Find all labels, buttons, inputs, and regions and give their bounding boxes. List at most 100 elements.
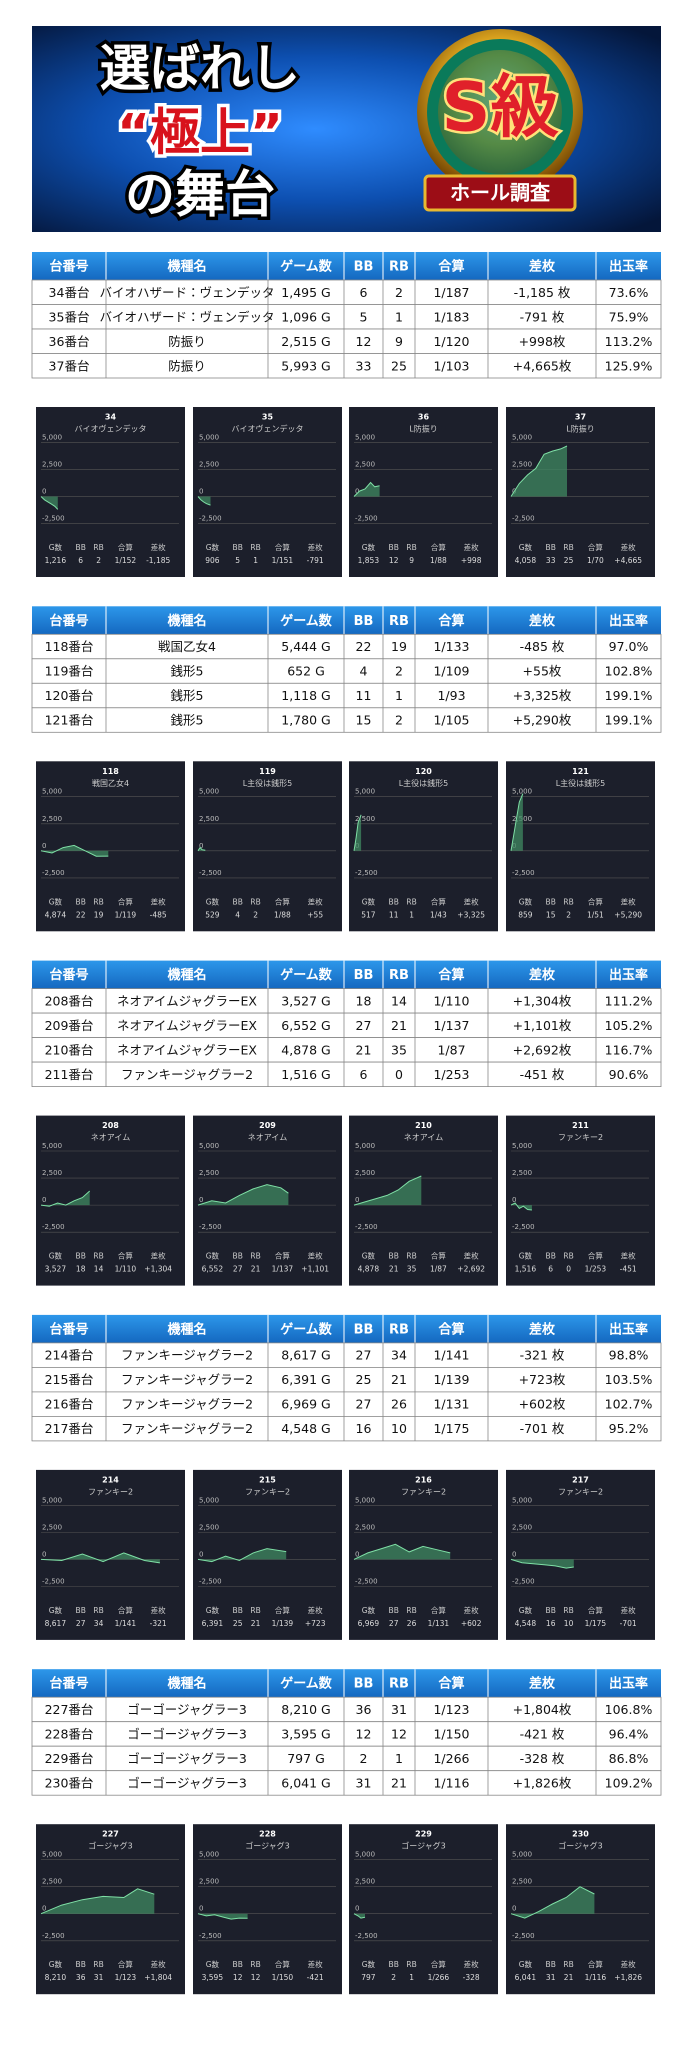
table-header-cell: ゲーム数 (280, 1676, 333, 1692)
y-tick-label: 5,000 (512, 1851, 532, 1859)
table-header-cell: RB (389, 614, 409, 629)
y-tick-label: 2,500 (199, 815, 219, 823)
table-cell: 3,527 G (281, 993, 330, 1008)
footer-value: 21 (564, 1973, 574, 1982)
y-tick-label: 5,000 (512, 1496, 532, 1504)
ribbon-text: ホール調査 (450, 181, 550, 205)
table-cell: 35番台 (49, 309, 90, 324)
footer-header: 合算 (275, 1605, 290, 1615)
mini-chart-name: ネオアイム (404, 1133, 443, 1142)
table-header-bg (32, 1314, 661, 1343)
footer-header: RB (93, 897, 103, 906)
footer-header: 差枚 (464, 896, 479, 906)
table-cell: 14 (391, 993, 407, 1008)
footer-value: 859 (518, 910, 533, 919)
table-row (31, 1770, 662, 1796)
footer-value: 906 (205, 556, 220, 565)
area-fill (354, 482, 380, 497)
footer-value: 15 (546, 910, 556, 919)
y-tick-label: 5,000 (42, 788, 62, 796)
table-cell: 5,444 G (281, 639, 330, 654)
y-tick-label: 0 (42, 488, 46, 496)
y-tick-label: -2,500 (512, 1932, 535, 1940)
footer-value: 22 (76, 910, 86, 919)
footer-value: 4,874 (45, 910, 67, 919)
table-cell: 1/187 (433, 285, 469, 300)
table-cell: 2 (360, 1751, 368, 1766)
table-cell: 105.2% (605, 1018, 653, 1033)
footer-header: 差枚 (151, 542, 166, 552)
table-cell: 1/93 (437, 688, 465, 703)
table-cell: 11 (356, 688, 372, 703)
footer-value: 6,969 (358, 1619, 380, 1628)
footer-value: 3,595 (202, 1973, 224, 1982)
table-row (31, 1012, 662, 1038)
y-tick-label: -2,500 (42, 1223, 65, 1231)
footer-header: 合算 (118, 1959, 133, 1969)
table-cell: -1,185 枚 (514, 285, 571, 300)
y-tick-label: 2,500 (355, 1523, 375, 1531)
footer-header: G数 (362, 1605, 376, 1615)
y-tick-label: -2,500 (355, 1932, 378, 1940)
footer-header: BB (76, 897, 86, 906)
table-cell: +3,325枚 (513, 688, 572, 703)
table-cell: +602枚 (519, 1397, 566, 1412)
table-cell: ゴーゴージャグラー3 (127, 1726, 247, 1741)
table-cell: 229番台 (45, 1751, 94, 1766)
table-cell: +5,290枚 (513, 713, 572, 728)
footer-value: 4,058 (515, 556, 537, 565)
banner: 選ばれし “極上” の舞台 S級 ホール調査 (32, 26, 661, 232)
diff-line (353, 481, 380, 497)
table-header-cell: BB (354, 614, 374, 629)
mini-chart-name: バイオヴェンデッタ (75, 424, 147, 434)
footer-value: -701 (620, 1619, 637, 1628)
footer-value: +602 (461, 1619, 482, 1628)
y-tick-label: -2,500 (355, 869, 378, 877)
table-cell: 1/131 (433, 1397, 469, 1412)
footer-header: BB (546, 1606, 556, 1615)
diff-line (197, 1913, 248, 1920)
table-cell: 86.8% (609, 1751, 649, 1766)
table-header-cell: 機種名 (167, 1321, 206, 1337)
footer-header: 差枚 (464, 1959, 479, 1969)
footer-header: G数 (49, 1251, 63, 1261)
table-row (31, 1696, 662, 1723)
table-row (31, 1037, 662, 1063)
area-fill (198, 1548, 287, 1562)
y-tick-label: 2,500 (42, 815, 62, 823)
table-cell: 215番台 (45, 1372, 94, 1387)
table-header-cell: 合算 (438, 967, 464, 983)
footer-header: BB (76, 1960, 86, 1969)
diff-line (197, 496, 211, 506)
footer-header: RB (93, 1252, 103, 1261)
badge-core (438, 50, 562, 174)
table-cell: 1,516 G (281, 1067, 330, 1082)
footer-header: BB (546, 1960, 556, 1969)
y-tick-label: 2,500 (512, 1169, 532, 1177)
table-cell: +1,826枚 (513, 1775, 572, 1790)
table-row (31, 353, 662, 379)
table-cell: 5,993 G (281, 358, 330, 373)
table-cell: 2 (395, 713, 403, 728)
footer-value: 1,516 (515, 1265, 537, 1274)
mini-chart-bg (506, 1115, 655, 1286)
footer-value: 2 (391, 1973, 396, 1982)
table-cell: 121番台 (45, 713, 94, 728)
y-tick-label: 5,000 (199, 788, 219, 796)
footer-header: BB (233, 1960, 243, 1969)
table-header-cell: ゲーム数 (280, 613, 333, 629)
footer-value: 2 (96, 556, 101, 565)
footer-value: 1 (253, 556, 258, 565)
footer-value: -451 (620, 1265, 637, 1274)
table-cell: 銭形5 (171, 688, 204, 703)
table-header-cell: 台番号 (49, 613, 88, 629)
footer-value: 1,853 (358, 556, 380, 565)
footer-value: 9 (409, 556, 414, 565)
mini-chart-name: ゴージャグ3 (88, 1841, 133, 1851)
footer-header: 差枚 (621, 896, 636, 906)
table-header-cell: 出玉率 (609, 967, 648, 983)
y-tick-label: 5,000 (512, 788, 532, 796)
footer-value: 1/70 (587, 556, 604, 565)
footer-value: 12 (389, 556, 399, 565)
table-cell: 95.2% (609, 1421, 649, 1436)
